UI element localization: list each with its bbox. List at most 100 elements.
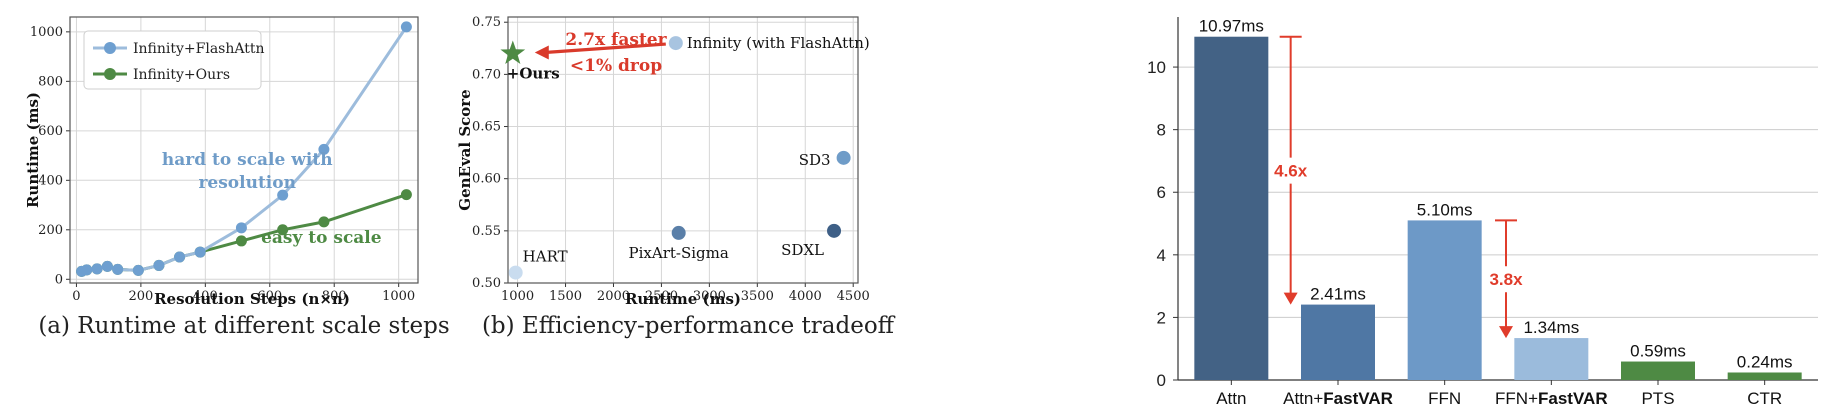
annotation-resolution: resolution	[198, 173, 296, 193]
data-point	[277, 224, 289, 236]
x-tick-label: 0	[72, 289, 80, 304]
annotation-hard-to-scale: hard to scale with	[162, 150, 333, 170]
speedup-label: 4.6x	[1274, 162, 1308, 181]
speedup-arrow-shaft	[544, 42, 666, 55]
caption-a: (a) Runtime at different scale steps	[38, 313, 449, 339]
x-axis-label: Runtime (ms)	[625, 290, 741, 308]
bar-4	[1621, 361, 1695, 380]
legend-marker	[104, 42, 116, 54]
y-tick-label: 0.65	[472, 120, 501, 135]
point-label: Infinity (with FlashAttn)	[687, 34, 870, 52]
x-tick-label: 3000	[693, 289, 726, 304]
x-tick-label: 2500	[645, 289, 678, 304]
data-point	[81, 264, 93, 276]
category-label: CTR	[1747, 389, 1782, 408]
x-tick-label: 400	[193, 289, 218, 304]
bar-0	[1194, 36, 1269, 380]
chart-a: 0 200 400 600 800 1000 0 200 400 600 800 1000 hard t…	[24, 16, 450, 339]
bar-2	[1407, 220, 1482, 380]
data-point	[194, 246, 206, 258]
point-pixart-sigma	[671, 225, 686, 240]
point-hart	[508, 265, 523, 280]
x-tick-label: CTR	[1747, 389, 1782, 408]
x-tick-label: 1000	[382, 289, 415, 304]
speedup-arrowhead	[1283, 292, 1298, 305]
x-tick-label: 4500	[837, 289, 870, 304]
annotation-easy-to-scale: easy to scale	[261, 228, 382, 248]
x-tick-label: 600	[257, 289, 282, 304]
point-label: SDXL	[781, 241, 824, 259]
point-infinity-with-flashattn-	[668, 36, 683, 51]
y-tick-label: 0.70	[472, 67, 501, 82]
y-tick-label: 1000	[30, 25, 63, 40]
data-point	[174, 251, 186, 263]
legend-label: Infinity+FlashAttn	[133, 41, 265, 57]
category-label: Attn	[1216, 389, 1246, 408]
y-tick-label: 200	[38, 223, 63, 238]
x-tick-label: 2000	[597, 289, 630, 304]
x-tick-label: PTS	[1641, 389, 1674, 408]
legend: Infinity+FlashAttn Infinity+Ours	[83, 30, 265, 90]
y-tick-label: 0	[1157, 371, 1166, 390]
legend-box	[83, 30, 262, 90]
data-point	[91, 263, 103, 275]
category-label: FFN	[1428, 389, 1461, 408]
data-point	[235, 235, 247, 247]
y-tick-label: 0.50	[472, 276, 501, 291]
y-tick-label: 400	[38, 173, 63, 188]
data-point	[153, 259, 165, 271]
category-label-bold: FastVAR	[1323, 389, 1393, 408]
plot-frame	[69, 16, 419, 284]
y-tick-label: 0	[55, 272, 63, 287]
x-tick-label: FFN+FastVAR	[1495, 389, 1608, 408]
chart-b: 1000 1500 2000 2500 3000 3500 4000 4500 0.50 0.55…	[456, 15, 896, 339]
point-ours-star	[500, 40, 526, 64]
data-point	[400, 21, 412, 33]
plot-frame	[507, 16, 859, 284]
y-tick-label: 4	[1157, 246, 1166, 265]
data-point	[132, 264, 144, 276]
y-tick-label: 10	[1147, 58, 1166, 77]
chart-c: 024681010.97msAttn2.41msAttn+FastVAR5.10…	[1147, 17, 1818, 408]
category-label: Attn+	[1283, 389, 1323, 408]
x-axis-label: Resolution Steps (n×n)	[154, 290, 350, 308]
category-label-bold: FastVAR	[1538, 389, 1608, 408]
y-tick-label: 8	[1157, 121, 1166, 140]
y-tick-label: 800	[38, 74, 63, 89]
caption-b: (b) Efficiency-performance tradeoff	[482, 313, 896, 339]
bar-value-label: 0.24ms	[1737, 352, 1793, 371]
x-tick-label: 200	[128, 289, 153, 304]
bar-value-label: 2.41ms	[1310, 285, 1366, 304]
y-axis-label: Runtime (ms)	[24, 92, 42, 208]
bar-value-label: 5.10ms	[1417, 200, 1473, 219]
x-tick-label: 1000	[501, 289, 534, 304]
bar-value-label: 1.34ms	[1523, 318, 1579, 337]
speedup-arrow-head	[534, 45, 549, 60]
data-point	[277, 189, 289, 201]
category-label: PTS	[1641, 389, 1674, 408]
point-label: SD3	[799, 151, 831, 169]
y-tick-label: 600	[38, 124, 63, 139]
point-label: HART	[523, 248, 568, 266]
speedup-label-bg	[1268, 157, 1313, 184]
annotation-faster: 2.7x faster	[565, 30, 667, 50]
bar-value-label: 10.97ms	[1199, 17, 1264, 36]
point-label: PixArt-Sigma	[629, 244, 729, 262]
data-point	[235, 222, 247, 234]
point-sd3	[836, 150, 851, 165]
x-tick-label: 4000	[789, 289, 822, 304]
speedup-label-bg	[1484, 266, 1528, 293]
bar-value-label: 0.59ms	[1630, 342, 1686, 361]
x-tick-label: Attn	[1216, 389, 1246, 408]
point-sdxl	[827, 223, 842, 238]
legend-marker	[104, 68, 116, 80]
x-tick-label: Attn+FastVAR	[1283, 389, 1393, 408]
data-point	[318, 216, 330, 228]
bar-1	[1301, 304, 1375, 380]
y-tick-label: 0.55	[472, 224, 501, 239]
y-tick-label: 0.60	[472, 172, 501, 187]
y-tick-label: 0.75	[472, 15, 501, 30]
data-point	[400, 189, 412, 201]
speedup-arrowhead	[1499, 326, 1513, 339]
data-point	[101, 260, 113, 272]
